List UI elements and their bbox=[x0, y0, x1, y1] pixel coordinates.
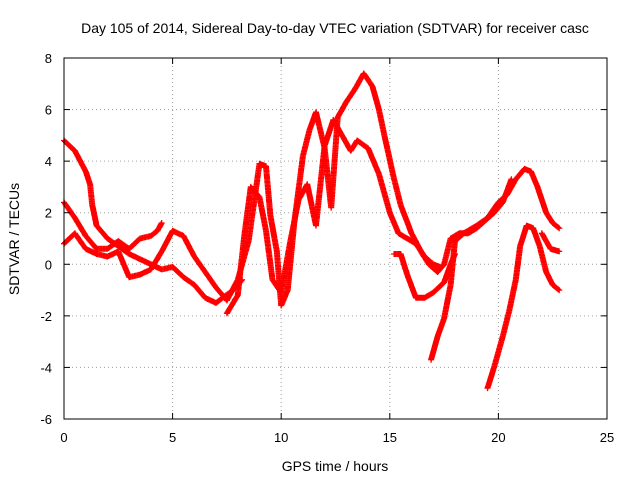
y-axis-label: SDTVAR / TECUs bbox=[6, 183, 22, 295]
y-tick-label: -4 bbox=[40, 360, 52, 375]
series-track-b bbox=[61, 199, 165, 252]
series-track-a bbox=[61, 137, 246, 306]
data-layer bbox=[61, 70, 563, 392]
x-tick-label: 10 bbox=[274, 430, 288, 445]
ticks: 0 5 10 15 20 25 -6 -4 -2 0 2 4 6 8 bbox=[40, 51, 614, 445]
plot-frame bbox=[63, 57, 608, 420]
y-tick-label: 4 bbox=[45, 154, 52, 169]
series-track-h bbox=[538, 230, 563, 255]
y-tick-label: -6 bbox=[40, 412, 52, 427]
y-tick-label: 0 bbox=[45, 257, 52, 272]
x-tick-label: 20 bbox=[491, 430, 505, 445]
series-track-d bbox=[223, 116, 443, 317]
x-tick-label: 15 bbox=[383, 430, 397, 445]
chart-title: Day 105 of 2014, Sidereal Day-to-day VTE… bbox=[81, 20, 589, 36]
series-track-g bbox=[484, 222, 563, 392]
y-tick-label: 8 bbox=[45, 51, 52, 66]
series-track-f bbox=[428, 165, 563, 363]
x-tick-label: 5 bbox=[169, 430, 176, 445]
y-tick-label: 6 bbox=[45, 103, 52, 118]
y-tick-label: 2 bbox=[45, 206, 52, 221]
x-axis-label: GPS time / hours bbox=[282, 458, 389, 474]
x-tick-label: 25 bbox=[600, 430, 614, 445]
y-tick-label: -2 bbox=[40, 309, 52, 324]
x-tick-label: 0 bbox=[60, 430, 67, 445]
